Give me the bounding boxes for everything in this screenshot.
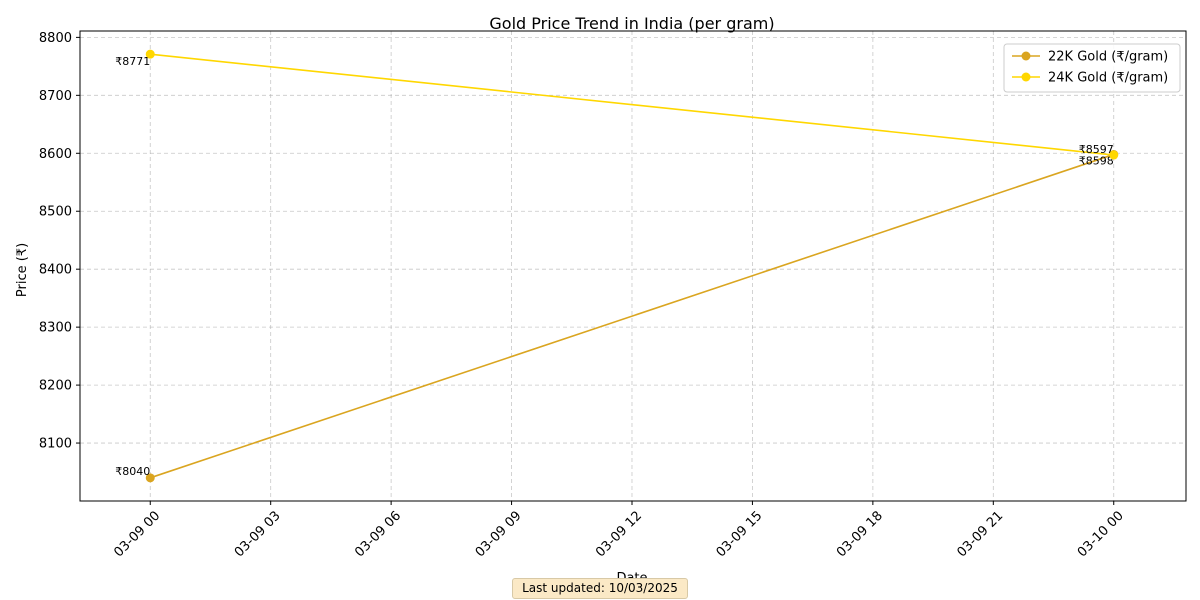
- series-layer: ₹8040 ₹8598 ₹8771 ₹8597: [115, 49, 1119, 483]
- y-tick-label: 8100: [39, 437, 72, 452]
- x-tick-label: 03-10 00: [1075, 508, 1127, 560]
- y-tick-label: 8200: [39, 379, 72, 394]
- ticks: 03-09 00 03-09 03 03-09 06 03-09 09 03-09 12…: [39, 31, 1127, 561]
- y-axis-label: Price (₹): [15, 243, 30, 297]
- x-tick-label: 03-09 18: [834, 508, 886, 560]
- plot-frame: [79, 30, 1187, 502]
- x-tick-label: 03-09 00: [111, 508, 163, 560]
- y-tick-label: 8700: [39, 89, 72, 104]
- data-label: ₹8597: [1079, 143, 1114, 156]
- x-tick-label: 03-09 09: [473, 508, 525, 560]
- x-tick-label: 03-09 03: [232, 508, 284, 560]
- grid: [80, 31, 1186, 501]
- data-point: [145, 473, 155, 483]
- y-tick-label: 8800: [39, 31, 72, 46]
- last-updated-note: Last updated: 10/03/2025: [512, 578, 688, 599]
- data-point: [145, 49, 155, 59]
- data-point: [1109, 150, 1119, 160]
- legend-marker: [1021, 72, 1031, 82]
- legend: 22K Gold (₹/gram) 24K Gold (₹/gram): [1003, 43, 1181, 93]
- data-label: ₹8040: [115, 465, 150, 478]
- legend-label: 22K Gold (₹/gram): [1048, 50, 1168, 65]
- x-tick-label: 03-09 15: [714, 508, 766, 560]
- x-tick-label: 03-09 21: [954, 508, 1006, 560]
- legend-box: [1003, 43, 1181, 93]
- legend-marker: [1021, 51, 1031, 61]
- y-tick-label: 8600: [39, 147, 72, 162]
- x-tick-label: 03-09 06: [352, 508, 404, 560]
- y-tick-label: 8500: [39, 205, 72, 220]
- data-label: ₹8771: [115, 55, 150, 68]
- legend-label: 24K Gold (₹/gram): [1048, 71, 1168, 86]
- data-label: ₹8598: [1079, 154, 1114, 167]
- y-tick-label: 8400: [39, 263, 72, 278]
- x-tick-label: 03-09 12: [593, 508, 645, 560]
- y-tick-label: 8300: [39, 321, 72, 336]
- series-line: [149, 153, 1114, 479]
- series-line: [150, 53, 1114, 156]
- chart-title: Gold Price Trend in India (per gram): [489, 14, 774, 33]
